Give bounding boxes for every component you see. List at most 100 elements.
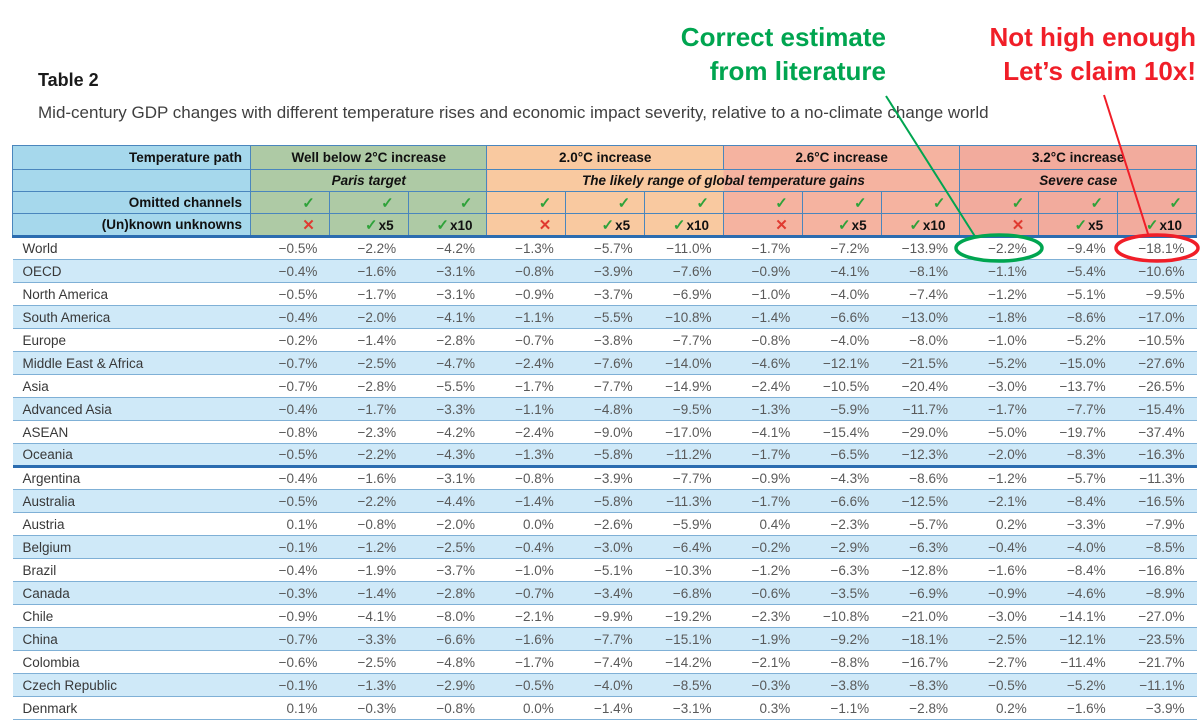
- value-cell: −0.7%: [486, 581, 566, 605]
- value-cell: −2.6%: [565, 512, 645, 536]
- value-cell: −11.2%: [644, 443, 724, 468]
- scenario-subtitle-row: Paris target The likely range of global …: [12, 169, 1197, 192]
- row-label: World: [12, 236, 251, 260]
- value-cell: −7.7%: [1038, 397, 1118, 421]
- value-cell: −0.9%: [959, 581, 1039, 605]
- row-label: South America: [12, 305, 251, 329]
- value-cell: −1.2%: [959, 282, 1039, 306]
- unknowns-mark-cell: ✓x10: [880, 213, 961, 238]
- value-cell: −2.8%: [408, 328, 487, 352]
- value-cell: −11.7%: [881, 397, 960, 421]
- value-cell: −13.9%: [881, 236, 960, 260]
- value-cell: −0.1%: [250, 673, 330, 697]
- value-cell: −1.6%: [329, 466, 409, 490]
- value-cell: −0.9%: [486, 282, 566, 306]
- table-row: Austria 0.1% −0.8% −2.0% 0.0% −2.6% −5.9% 0.4% −…: [12, 512, 1197, 536]
- value-cell: −0.4%: [250, 305, 330, 329]
- value-cell: −0.4%: [959, 535, 1039, 559]
- value-cell: −2.1%: [959, 489, 1039, 513]
- check-icon: ✓: [538, 194, 552, 212]
- value-cell: −10.5%: [1117, 328, 1197, 352]
- value-cell: −8.0%: [408, 604, 487, 628]
- table-row: Australia −0.5% −2.2% −4.4% −1.4% −5.8% −11.3%…: [12, 489, 1197, 513]
- value-cell: −10.6%: [1117, 259, 1197, 283]
- value-cell: −1.7%: [486, 650, 566, 674]
- value-cell: −1.3%: [486, 236, 566, 260]
- value-cell: −6.6%: [802, 305, 882, 329]
- value-cell: −27.0%: [1117, 604, 1197, 628]
- value-cell: −7.4%: [565, 650, 645, 674]
- value-cell: −2.0%: [329, 305, 409, 329]
- value-cell: −5.7%: [881, 512, 960, 536]
- value-cell: −1.6%: [486, 627, 566, 651]
- value-cell: −15.4%: [1117, 397, 1197, 421]
- value-cell: −4.6%: [1038, 581, 1118, 605]
- unknowns-mark-cell: ✕: [959, 213, 1040, 238]
- value-cell: 0.1%: [250, 696, 330, 720]
- value-cell: −1.4%: [486, 489, 566, 513]
- value-cell: −7.6%: [644, 259, 724, 283]
- table-row: World −0.5% −2.2% −4.2% −1.3% −5.7% −11.0% −1.7…: [12, 236, 1197, 260]
- value-cell: −6.3%: [802, 558, 882, 582]
- value-cell: 0.4%: [723, 512, 803, 536]
- table-row: Colombia −0.6% −2.5% −4.8% −1.7% −7.4% −14.2% −…: [12, 650, 1197, 674]
- value-cell: −2.4%: [486, 420, 566, 444]
- value-cell: −3.0%: [565, 535, 645, 559]
- check-icon: ✓: [365, 216, 378, 234]
- value-cell: −3.8%: [565, 328, 645, 352]
- value-cell: −2.4%: [486, 351, 566, 375]
- value-cell: −20.4%: [881, 374, 960, 398]
- value-cell: −8.0%: [881, 328, 960, 352]
- value-cell: −16.8%: [1117, 558, 1197, 582]
- multiplier-label: x5: [851, 217, 867, 233]
- value-cell: −5.1%: [565, 558, 645, 582]
- row-label: North America: [12, 282, 251, 306]
- value-cell: −4.0%: [1038, 535, 1118, 559]
- table-row: Chile −0.9% −4.1% −8.0% −2.1% −9.9% −19.2% −2.3…: [12, 604, 1197, 628]
- value-cell: −2.2%: [329, 443, 409, 468]
- table-row: North America −0.5% −1.7% −3.1% −0.9% −3.7% −6…: [12, 282, 1197, 306]
- value-cell: −2.5%: [329, 351, 409, 375]
- unknowns-mark-cell: ✓x5: [328, 213, 409, 238]
- value-cell: −14.1%: [1038, 604, 1118, 628]
- value-cell: −1.2%: [723, 558, 803, 582]
- value-cell: −4.3%: [802, 466, 882, 490]
- value-cell: −4.1%: [329, 604, 409, 628]
- value-cell: −0.8%: [723, 328, 803, 352]
- value-cell: −1.6%: [959, 558, 1039, 582]
- value-cell: −1.7%: [723, 443, 803, 468]
- value-cell: −0.9%: [723, 259, 803, 283]
- table-row: Advanced Asia −0.4% −1.7% −3.3% −1.1% −4.8% −9…: [12, 397, 1197, 421]
- corner-temperature-path: Temperature path: [12, 145, 251, 170]
- omitted-mark-cell: ✓: [801, 191, 882, 214]
- check-icon: ✓: [838, 216, 851, 234]
- check-icon: ✓: [1090, 194, 1104, 212]
- value-cell: −5.8%: [565, 443, 645, 468]
- gdp-table: Temperature path Well below 2°C increase…: [12, 145, 1197, 720]
- value-cell: −29.0%: [881, 420, 960, 444]
- omitted-mark-cell: ✓: [328, 191, 409, 214]
- value-cell: −3.9%: [565, 259, 645, 283]
- value-cell: −5.9%: [802, 397, 882, 421]
- unknowns-mark-cell: ✕: [722, 213, 803, 238]
- value-cell: −2.2%: [959, 236, 1039, 260]
- check-icon: ✓: [932, 194, 946, 212]
- value-cell: −8.5%: [644, 673, 724, 697]
- value-cell: −1.2%: [959, 466, 1039, 490]
- value-cell: −9.4%: [1038, 236, 1118, 260]
- value-cell: −11.4%: [1038, 650, 1118, 674]
- row-label: Brazil: [12, 558, 251, 582]
- value-cell: −0.5%: [250, 489, 330, 513]
- value-cell: −14.0%: [644, 351, 724, 375]
- value-cell: −5.9%: [644, 512, 724, 536]
- unknowns-mark-cell: ✕: [250, 213, 330, 238]
- value-cell: −11.0%: [644, 236, 724, 260]
- value-cell: −1.0%: [723, 282, 803, 306]
- row-label: Chile: [12, 604, 251, 628]
- value-cell: −2.7%: [959, 650, 1039, 674]
- table-row: Argentina −0.4% −1.6% −3.1% −0.8% −3.9% −7.7% −…: [12, 466, 1197, 490]
- value-cell: −12.3%: [881, 443, 960, 468]
- value-cell: −1.4%: [723, 305, 803, 329]
- row-label: Australia: [12, 489, 251, 513]
- value-cell: −0.2%: [723, 535, 803, 559]
